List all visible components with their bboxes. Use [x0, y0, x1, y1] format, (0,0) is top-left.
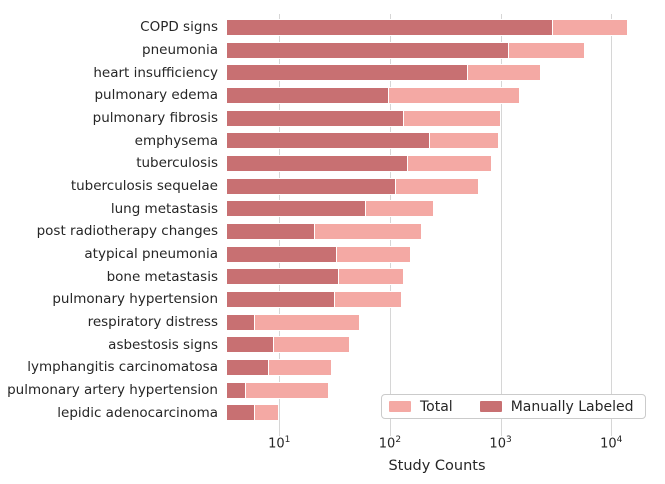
bar-manually-labeled [226, 18, 554, 36]
category-label: post radiotherapy changes [36, 223, 218, 240]
x-tick-label: 102 [378, 435, 402, 452]
bar-manually-labeled [226, 177, 396, 195]
category-label: pneumonia [142, 42, 218, 58]
legend-swatch-total [389, 401, 411, 412]
gridline [611, 14, 613, 436]
category-label: lung metastasis [110, 200, 218, 217]
x-tick-label: 103 [489, 435, 512, 452]
gridline [500, 14, 502, 436]
x-axis-title: Study Counts [388, 458, 486, 474]
bar-manually-labeled [226, 313, 255, 331]
bar-manually-labeled [226, 109, 404, 127]
category-label: lymphangitis carcinomatosa [27, 359, 218, 376]
bar-manually-labeled [226, 404, 255, 422]
category-label: tuberculosis [136, 155, 218, 172]
bar-manually-labeled [226, 268, 340, 286]
bar-manually-labeled [226, 290, 336, 308]
legend-label-manually-labeled: Manually Labeled [510, 398, 634, 415]
category-label: respiratory distress [87, 314, 218, 330]
bar-manually-labeled [226, 154, 409, 172]
category-label: pulmonary edema [94, 87, 218, 104]
bar-manually-labeled [226, 358, 269, 376]
category-label: tuberculosis sequelae [70, 178, 218, 194]
category-label: bone metastasis [106, 268, 218, 285]
x-tick-label: 101 [268, 435, 291, 452]
category-label: pulmonary fibrosis [92, 110, 218, 126]
bar-manually-labeled [226, 336, 275, 354]
bar-manually-labeled [226, 381, 246, 399]
category-label: emphysema [134, 132, 218, 149]
bar-manually-labeled [226, 41, 509, 59]
bar-manually-labeled [226, 222, 315, 240]
legend-label-total: Total [420, 398, 453, 415]
legend: Total Manually Labeled [381, 394, 647, 419]
bar-manually-labeled [226, 245, 337, 263]
bar-manually-labeled [226, 132, 431, 150]
category-label: asbestosis signs [108, 336, 218, 353]
category-label: COPD signs [140, 19, 218, 36]
category-label: atypical pneumonia [84, 246, 218, 262]
category-label: pulmonary artery hypertension [7, 382, 218, 398]
x-tick-label: 104 [600, 435, 623, 452]
category-label: heart insufficiency [93, 64, 218, 81]
category-label: lepidic adenocarcinoma [57, 404, 218, 421]
bar-manually-labeled [226, 86, 390, 104]
bar-manually-labeled [226, 200, 367, 218]
legend-swatch-manually-labeled [479, 401, 502, 412]
bar-manually-labeled [226, 64, 468, 82]
category-label: pulmonary hypertension [52, 291, 218, 308]
